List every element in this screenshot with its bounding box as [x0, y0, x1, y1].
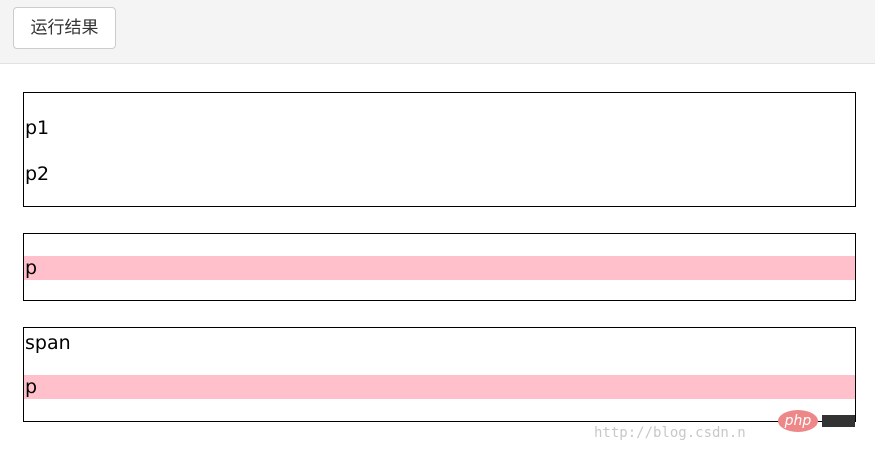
pink-paragraph: p	[24, 375, 855, 399]
watermark-block	[822, 415, 855, 427]
text: p1	[25, 117, 50, 139]
watermark-logo: php	[778, 410, 818, 432]
box: p	[23, 233, 856, 301]
text: p2	[25, 163, 50, 185]
pink-paragraph: p	[24, 256, 855, 280]
box: span p	[23, 327, 856, 422]
span-text: span	[25, 332, 71, 354]
toolbar: 运行结果	[0, 0, 875, 64]
watermark-url: http://blog.csdn.n	[594, 425, 746, 441]
run-button[interactable]: 运行结果	[13, 7, 116, 49]
box: p1 p2	[23, 92, 856, 207]
